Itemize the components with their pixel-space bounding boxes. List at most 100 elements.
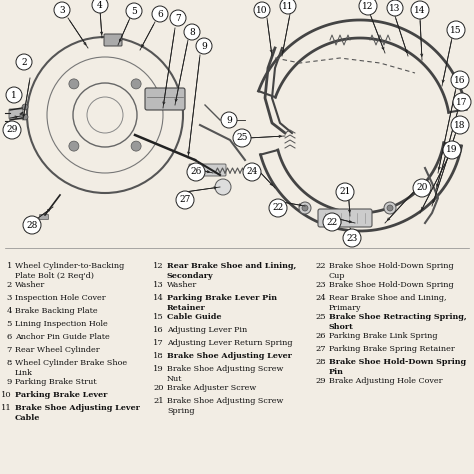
Circle shape <box>411 1 429 19</box>
FancyBboxPatch shape <box>39 215 48 219</box>
Text: Washer: Washer <box>167 281 197 289</box>
Text: Adjusting Lever Pin: Adjusting Lever Pin <box>167 326 247 334</box>
Text: 24: 24 <box>246 167 258 176</box>
FancyBboxPatch shape <box>104 34 122 46</box>
Text: 24: 24 <box>315 294 326 302</box>
Text: 10: 10 <box>256 6 268 15</box>
Text: 7: 7 <box>7 346 12 354</box>
Text: 9: 9 <box>7 378 12 386</box>
Circle shape <box>131 79 141 89</box>
Circle shape <box>451 116 469 134</box>
Circle shape <box>92 0 108 13</box>
Text: Brake Shoe Retracting Spring,: Brake Shoe Retracting Spring, <box>329 313 466 321</box>
Circle shape <box>22 114 28 120</box>
Circle shape <box>359 0 377 15</box>
Text: Brake Shoe Adjusting Lever: Brake Shoe Adjusting Lever <box>167 352 292 360</box>
Text: 1: 1 <box>7 262 12 270</box>
Text: 9: 9 <box>201 42 207 51</box>
Circle shape <box>221 112 237 128</box>
Text: 13: 13 <box>389 3 401 12</box>
Text: Brake Adjusting Hole Cover: Brake Adjusting Hole Cover <box>329 377 443 385</box>
FancyBboxPatch shape <box>145 88 185 110</box>
Circle shape <box>126 3 142 19</box>
Circle shape <box>215 179 231 195</box>
Text: 12: 12 <box>154 262 164 270</box>
Circle shape <box>170 10 186 26</box>
Text: 28: 28 <box>315 358 326 366</box>
Circle shape <box>54 2 70 18</box>
Text: 20: 20 <box>416 183 428 192</box>
Text: Retainer: Retainer <box>167 304 206 312</box>
Text: Wheel Cylinder-to-Backing: Wheel Cylinder-to-Backing <box>15 262 124 270</box>
Text: 22: 22 <box>316 262 326 270</box>
Text: 15: 15 <box>450 26 462 35</box>
Text: Spring: Spring <box>167 407 194 415</box>
Text: 19: 19 <box>446 146 458 155</box>
Text: Short: Short <box>329 323 354 331</box>
Text: 26: 26 <box>191 167 202 176</box>
Circle shape <box>152 6 168 22</box>
Text: 26: 26 <box>316 332 326 340</box>
Text: Rear Brake Shoe and Lining,: Rear Brake Shoe and Lining, <box>167 262 296 270</box>
Text: 6: 6 <box>7 333 12 341</box>
Text: Cup: Cup <box>329 272 346 280</box>
Text: Plate Bolt (2 Req'd): Plate Bolt (2 Req'd) <box>15 272 94 280</box>
Circle shape <box>176 191 194 209</box>
Text: 3: 3 <box>7 294 12 302</box>
Circle shape <box>16 54 32 70</box>
Circle shape <box>451 71 469 89</box>
Circle shape <box>269 199 287 217</box>
Circle shape <box>196 38 212 54</box>
Text: Brake Shoe Adjusting Screw: Brake Shoe Adjusting Screw <box>167 365 283 373</box>
Text: Washer: Washer <box>15 281 45 289</box>
Text: Brake Shoe Hold-Down Spring: Brake Shoe Hold-Down Spring <box>329 358 466 366</box>
Text: 27: 27 <box>315 345 326 353</box>
Text: 3: 3 <box>59 6 65 15</box>
Circle shape <box>22 104 28 110</box>
Text: 5: 5 <box>131 7 137 16</box>
Text: 23: 23 <box>346 234 357 243</box>
Text: Pin: Pin <box>329 368 344 376</box>
Text: Cable Guide: Cable Guide <box>167 313 221 321</box>
Circle shape <box>280 0 296 14</box>
Circle shape <box>254 2 270 18</box>
Text: Inspection Hole Cover: Inspection Hole Cover <box>15 294 106 302</box>
Text: 9: 9 <box>226 116 232 125</box>
Circle shape <box>447 21 465 39</box>
Text: Parking Brake Lever Pin: Parking Brake Lever Pin <box>167 294 277 302</box>
Text: Parking Brake Strut: Parking Brake Strut <box>15 378 97 386</box>
Circle shape <box>384 202 396 214</box>
Text: 28: 28 <box>27 220 38 229</box>
Text: 25: 25 <box>315 313 326 321</box>
Text: 7: 7 <box>175 13 181 22</box>
Text: 17: 17 <box>456 98 468 107</box>
FancyBboxPatch shape <box>318 209 372 227</box>
Text: 5: 5 <box>7 320 12 328</box>
Text: Brake Backing Plate: Brake Backing Plate <box>15 307 98 315</box>
Circle shape <box>69 79 79 89</box>
Text: 19: 19 <box>153 365 164 373</box>
Text: Parking Brake Spring Retainer: Parking Brake Spring Retainer <box>329 345 455 353</box>
Circle shape <box>233 129 251 147</box>
Text: 14: 14 <box>153 294 164 302</box>
Circle shape <box>387 205 393 211</box>
Text: 29: 29 <box>315 377 326 385</box>
Text: 14: 14 <box>414 6 426 15</box>
Text: 29: 29 <box>6 126 18 135</box>
Text: 22: 22 <box>327 218 337 227</box>
Text: 11: 11 <box>282 1 294 10</box>
Text: 8: 8 <box>189 27 195 36</box>
Circle shape <box>184 24 200 40</box>
Circle shape <box>323 213 341 231</box>
Text: Brake Shoe Hold-Down Spring: Brake Shoe Hold-Down Spring <box>329 262 454 270</box>
Text: 20: 20 <box>154 384 164 392</box>
Text: Parking Brake Link Spring: Parking Brake Link Spring <box>329 332 438 340</box>
Text: Brake Shoe Adjusting Lever: Brake Shoe Adjusting Lever <box>15 404 140 412</box>
Circle shape <box>3 121 21 139</box>
Circle shape <box>187 163 205 181</box>
Text: Rear Brake Shoe and Lining,: Rear Brake Shoe and Lining, <box>329 294 447 302</box>
Text: 4: 4 <box>7 307 12 315</box>
FancyBboxPatch shape <box>9 109 23 119</box>
Circle shape <box>336 183 354 201</box>
Text: Cable: Cable <box>15 414 40 422</box>
